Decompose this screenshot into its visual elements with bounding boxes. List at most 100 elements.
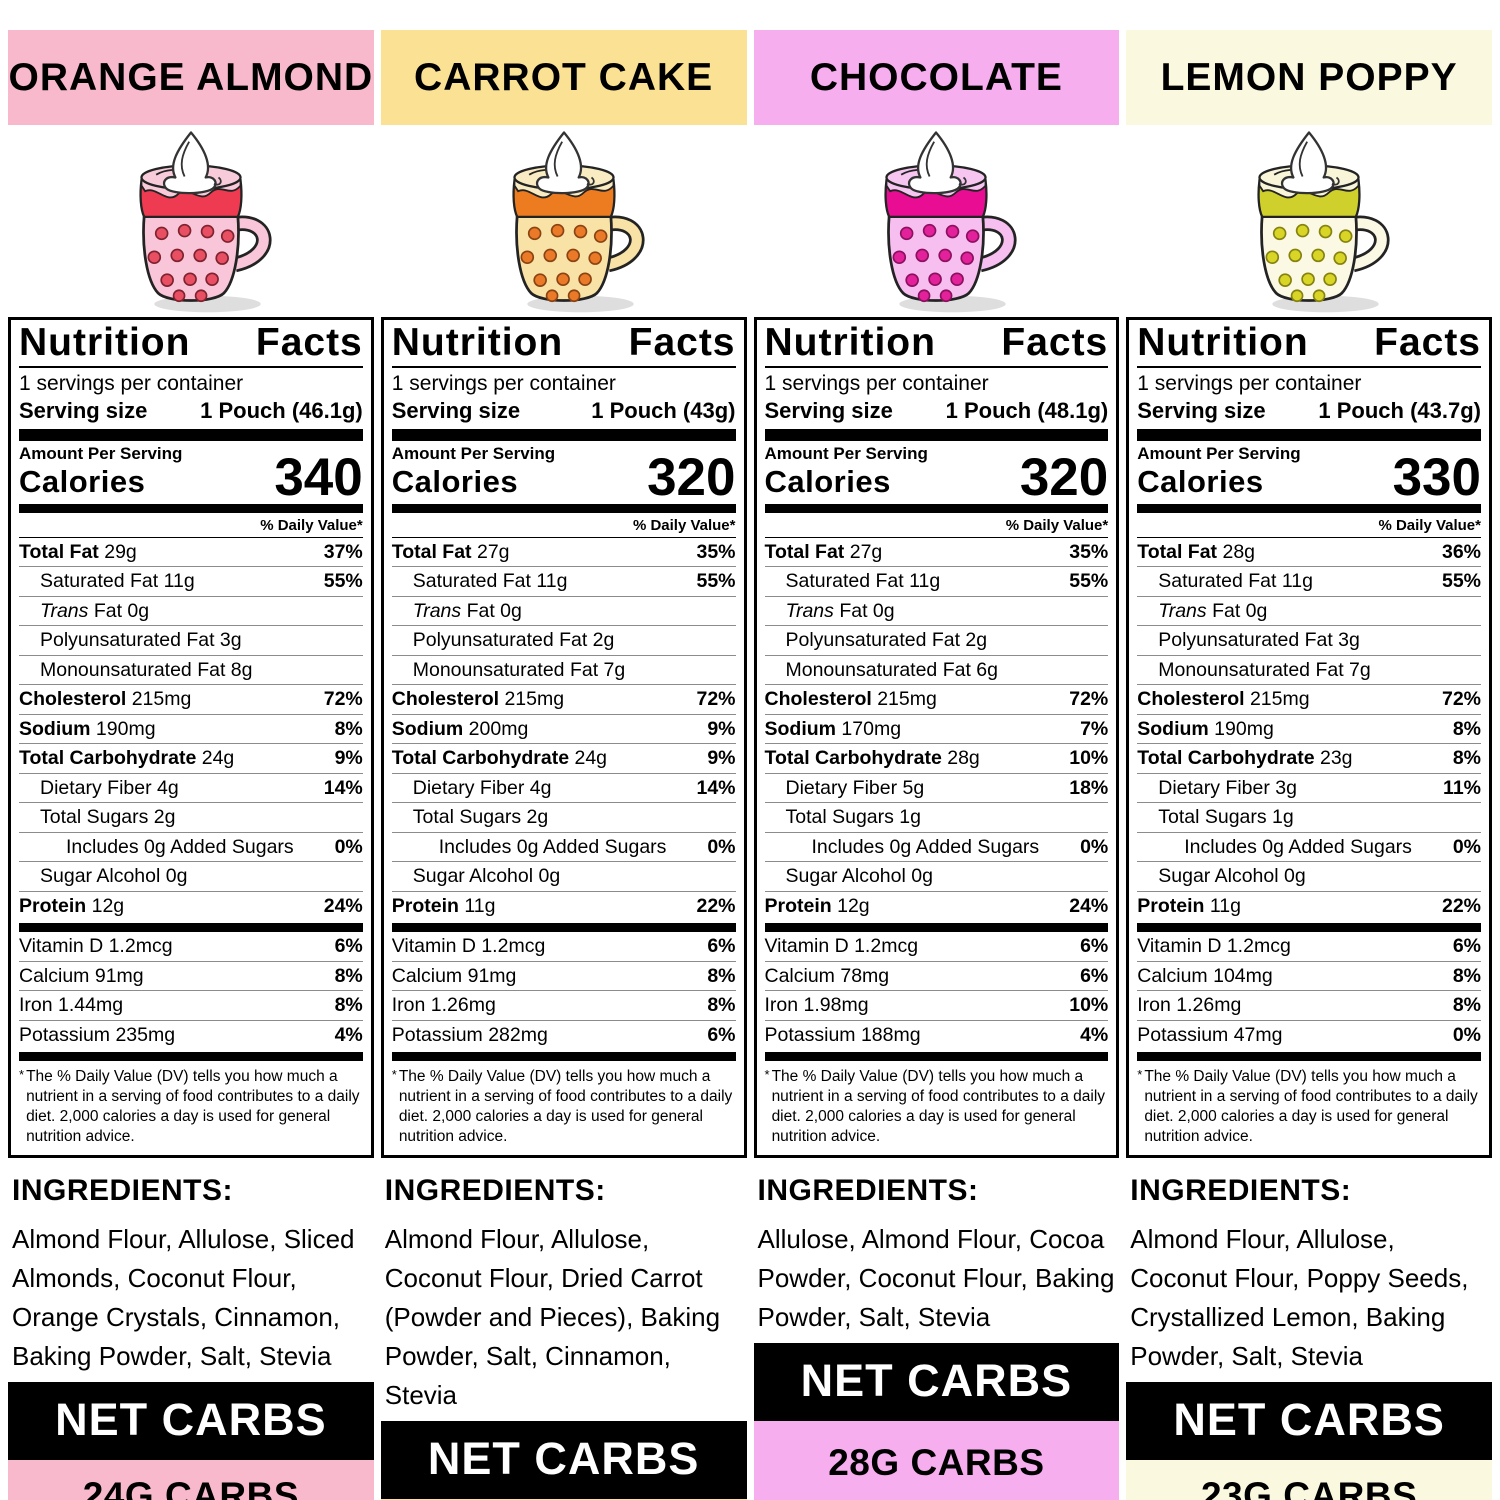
ingredients-title: INGREDIENTS: (1130, 1173, 1352, 1207)
nutrient-rows: Total Fat 29g 37% Saturated Fat 11g 55% Tran… (19, 538, 363, 921)
nutrition-title: Nutrition Facts (19, 321, 363, 368)
thick-rule (1137, 923, 1481, 933)
thick-rule (764, 428, 1109, 441)
mug-cake-illustration (1126, 125, 1492, 317)
whipped-cream-icon (535, 131, 595, 195)
nutrient-row: Iron 1.26mg 8% (391, 991, 736, 1021)
nutrient-row: Polyunsaturated Fat 2g (764, 626, 1109, 656)
nutrient-rows: Total Fat 27g 35% Saturated Fat 11g 55% Tran… (764, 538, 1109, 921)
nutrient-row: Saturated Fat 11g 55% (764, 567, 1109, 597)
nutrient-row: Polyunsaturated Fat 3g (19, 626, 363, 656)
thick-rule (764, 1052, 1109, 1062)
thick-rule (391, 1052, 736, 1062)
flavor-column: ORANGE ALMOND (8, 30, 374, 1500)
nutrient-row: Protein 12g 24% (19, 894, 363, 917)
nutrient-row: Cholesterol 215mg 72% (764, 685, 1109, 715)
serving-size-label: Serving size (19, 397, 148, 423)
nutrient-row: Sodium 190mg 8% (1137, 715, 1481, 745)
nutrient-row: Total Sugars 1g (1137, 803, 1481, 833)
nutrient-row: Monounsaturated Fat 8g (19, 656, 363, 686)
ingredients-text: Almond Flour, Allulose, Coconut Flour, P… (1130, 1223, 1469, 1371)
nutrient-row: Iron 1.26mg 8% (1137, 991, 1481, 1021)
serving-size-value: 1 Pouch (43g) (591, 397, 736, 423)
footnote-text: The % Daily Value (DV) tells you how muc… (26, 1068, 360, 1145)
nutrient-row: Saturated Fat 11g 55% (1137, 567, 1481, 597)
thick-rule (19, 428, 363, 441)
servings-per-container: 1 servings per container (19, 371, 244, 395)
nutrient-row: Monounsaturated Fat 7g (1137, 656, 1481, 686)
thick-rule (19, 503, 363, 513)
nutrient-row: Saturated Fat 11g 55% (19, 567, 363, 597)
nutrient-row: Total Sugars 2g (19, 803, 363, 833)
nutrient-row: Dietary Fiber 4g 14% (19, 774, 363, 804)
serving-size-row: Serving size 1 Pouch (43.7g) (1137, 397, 1481, 429)
thick-rule (391, 503, 736, 513)
ingredients-section: INGREDIENTS: Allulose, Almond Flour, Coc… (754, 1158, 1120, 1343)
nutrient-row: Total Carbohydrate 24g 9% (19, 744, 363, 774)
daily-value-footnote: * The % Daily Value (DV) tells you how m… (1137, 1061, 1481, 1146)
flavor-column: CHOCOLATE (753, 30, 1120, 1500)
mug-cake-icon (139, 131, 272, 313)
nutrient-row: Total Fat 27g 35% (764, 538, 1109, 568)
nutrient-row: Monounsaturated Fat 6g (764, 656, 1109, 686)
net-carbs-section: NET CARBS 28G CARBS - 5G FIBER -20G ALLU… (753, 1342, 1120, 1500)
ingredients-text: Allulose, Almond Flour, Cocoa Powder, Co… (757, 1223, 1115, 1332)
net-carbs-math: 24G CARBS - 4G FIBER -16G ALLULOSE = 4G … (8, 1459, 374, 1500)
daily-value-header: % Daily Value* (391, 513, 736, 538)
asterisk: * (19, 1067, 25, 1083)
mug-cake-illustration (8, 125, 374, 317)
thick-rule (391, 923, 736, 933)
whipped-cream-icon (908, 131, 968, 195)
nutrition-facts-label: Nutrition Facts 1 servings per container… (380, 317, 747, 1158)
nutrition-title: Nutrition Facts (391, 321, 736, 368)
mug-cake-icon (1257, 131, 1390, 313)
nutrient-rows: Total Fat 27g 35% Saturated Fat 11g 55% Tran… (391, 538, 736, 921)
serving-size-label: Serving size (764, 397, 893, 423)
vitamin-rows: Vitamin D 1.2mcg 6% Calcium 91mg 8% Iron 1.4… (19, 932, 363, 1049)
nutrient-row: Sugar Alcohol 0g (764, 862, 1109, 892)
calories-label: Calories (391, 463, 519, 499)
flavor-header: CARROT CAKE (380, 30, 747, 125)
calories-row: Amount Per Serving Calories 320 (391, 441, 736, 504)
vitamin-rows: Vitamin D 1.2mcg 6% Calcium 78mg 6% Iron 1.9… (764, 932, 1109, 1049)
ingredients-section: INGREDIENTS: Almond Flour, Allulose, Coc… (1126, 1158, 1492, 1382)
nutrient-row: Potassium 235mg 4% (19, 1023, 363, 1046)
nutrient-row: Dietary Fiber 4g 14% (391, 774, 736, 804)
nutrient-row: Total Fat 28g 36% (1137, 538, 1481, 568)
nutrient-row: Total Carbohydrate 23g 8% (1137, 744, 1481, 774)
nutrient-row: Iron 1.44mg 8% (19, 991, 363, 1021)
nutrient-row: Total Fat 27g 35% (391, 538, 736, 568)
nutrition-title: Nutrition Facts (764, 321, 1109, 368)
nutrient-row: Calcium 104mg 8% (1137, 962, 1481, 992)
nutrient-row: Sugar Alcohol 0g (19, 862, 363, 892)
servings-per-container: 1 servings per container (391, 371, 616, 395)
net-carbs-math: 23G CARBS - 3G FIBER -16G ALLULOSE = 4G … (1126, 1459, 1492, 1500)
daily-value-footnote: * The % Daily Value (DV) tells you how m… (19, 1061, 363, 1146)
nutrient-row: Potassium 47mg 0% (1137, 1023, 1481, 1046)
nutrient-row: Iron 1.98mg 10% (764, 991, 1109, 1021)
mug-cake-icon (884, 131, 1017, 313)
nutrient-row: Sodium 190mg 8% (19, 715, 363, 745)
servings-per-container: 1 servings per container (1137, 371, 1362, 395)
amount-per-serving: Amount Per Serving (19, 443, 183, 463)
nutrient-row: Monounsaturated Fat 7g (391, 656, 736, 686)
nutrient-row: Potassium 188mg 4% (764, 1023, 1109, 1046)
thick-rule (764, 503, 1109, 513)
amount-per-serving: Amount Per Serving (1137, 443, 1301, 463)
nutrition-title: Nutrition Facts (1137, 321, 1481, 368)
mug-cake-illustration (381, 125, 747, 317)
nutrient-row: Polyunsaturated Fat 2g (391, 626, 736, 656)
flavor-name: ORANGE ALMOND (8, 55, 374, 99)
nutrient-row: Protein 11g 22% (1137, 894, 1481, 917)
calories-row: Amount Per Serving Calories 320 (765, 441, 1109, 504)
nutrient-row: Cholesterol 215mg 72% (19, 685, 363, 715)
net-carbs-line: 28G CARBS (828, 1442, 1045, 1484)
nutrient-row: Potassium 282mg 6% (391, 1023, 736, 1046)
nutrition-facts-label: Nutrition Facts 1 servings per container… (1126, 317, 1492, 1158)
daily-value-header: % Daily Value* (1137, 513, 1481, 538)
thick-rule (1137, 428, 1481, 441)
vitamin-rows: Vitamin D 1.2mcg 6% Calcium 104mg 8% Iron 1.… (1137, 932, 1481, 1049)
daily-value-footnote: * The % Daily Value (DV) tells you how m… (392, 1061, 736, 1146)
nutrient-row: Calcium 91mg 8% (391, 962, 736, 992)
